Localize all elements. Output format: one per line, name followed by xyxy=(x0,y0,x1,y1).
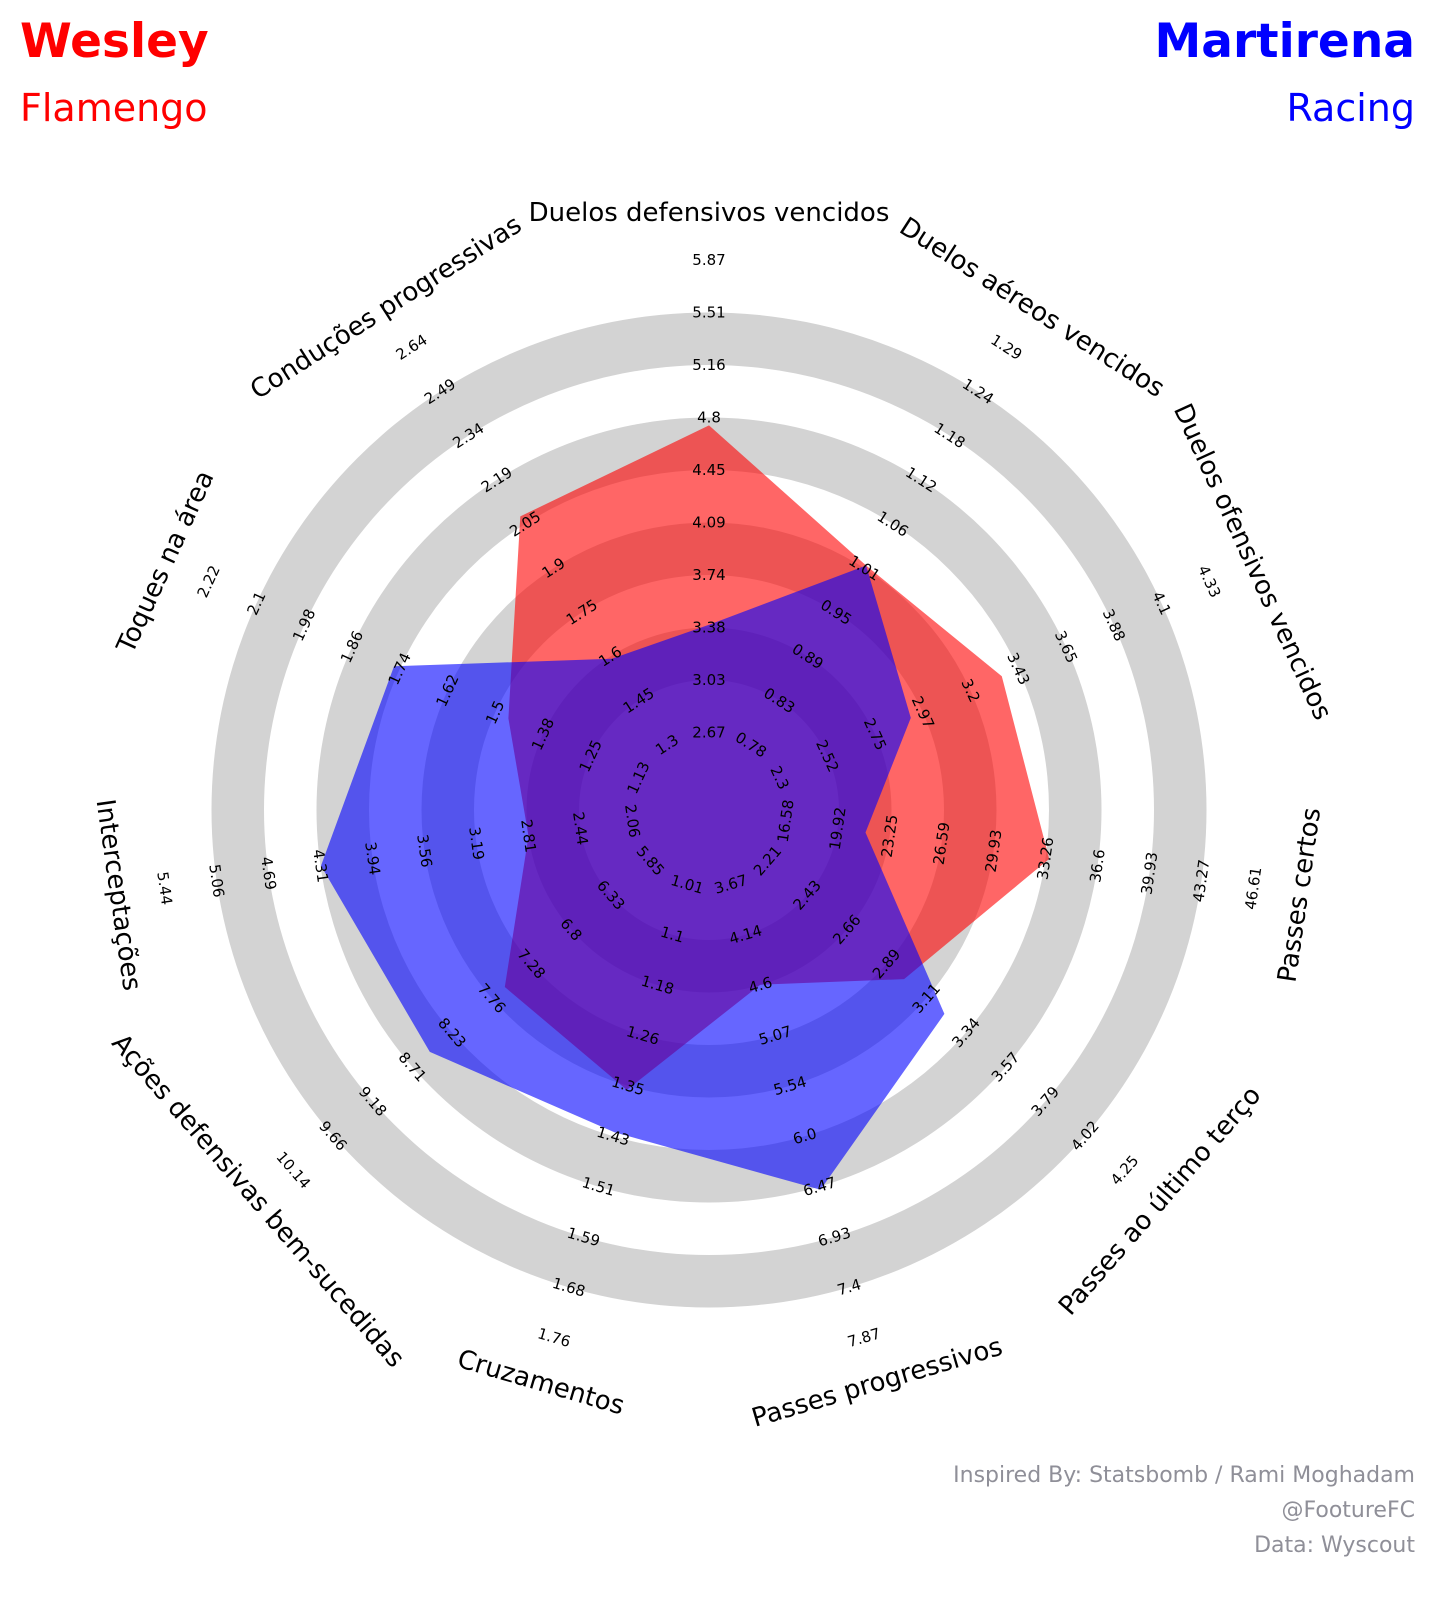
player1-team: Flamengo xyxy=(20,86,208,130)
tick-label: 10.14 xyxy=(272,1148,314,1192)
tick-label: 2.06 xyxy=(621,803,644,839)
tick-label: 19.92 xyxy=(826,806,850,851)
tick-label: 16.58 xyxy=(774,798,798,843)
radar-polygons xyxy=(321,425,1050,1190)
tick-label: 29.93 xyxy=(982,828,1006,873)
tick-label: 5.51 xyxy=(692,304,725,322)
param-label: Ações defensivas bem-sucedidas xyxy=(105,1028,410,1373)
tick-label: 1.29 xyxy=(987,331,1025,364)
tick-label: 4.45 xyxy=(692,461,725,479)
tick-label: 4.6 xyxy=(746,973,774,997)
tick-label: 4.33 xyxy=(1194,563,1224,601)
credit-data-source: Data: Wyscout xyxy=(1254,1533,1415,1558)
tick-label: 3.74 xyxy=(692,566,725,584)
credit-handle: @FootureFC xyxy=(1281,1498,1415,1523)
player1-name: Wesley xyxy=(20,14,209,69)
tick-label: 1.76 xyxy=(535,1324,572,1351)
tick-label: 5.87 xyxy=(692,251,725,269)
tick-label: 33.26 xyxy=(1034,836,1058,881)
tick-label: 23.25 xyxy=(878,813,902,858)
tick-label: 2.44 xyxy=(569,811,592,847)
tick-label: 3.19 xyxy=(465,826,488,862)
tick-label: 7.87 xyxy=(845,1324,882,1351)
tick-label: 5.06 xyxy=(205,863,228,899)
tick-label: 3.56 xyxy=(413,833,436,869)
tick-label: 2.64 xyxy=(393,331,431,364)
tick-label: 2.67 xyxy=(692,724,725,742)
radar-polygon-1 xyxy=(321,565,945,1190)
tick-label: 46.61 xyxy=(1241,866,1265,911)
param-label: Passes progressivos xyxy=(748,1332,1006,1434)
tick-label: 7.4 xyxy=(835,1275,863,1299)
param-label: Interceptações xyxy=(90,797,147,992)
tick-label: 1.1 xyxy=(658,923,686,947)
tick-label: 6.0 xyxy=(791,1124,819,1148)
param-label: Toques na área xyxy=(111,466,220,658)
tick-label: 4.09 xyxy=(692,514,725,532)
param-label: Duelos ofensivos vencidos xyxy=(1167,399,1337,725)
param-label: Passes certos xyxy=(1273,806,1328,984)
tick-label: 4.8 xyxy=(697,409,721,427)
tick-label: 3.94 xyxy=(361,841,384,877)
tick-label: 2.81 xyxy=(517,818,540,854)
tick-label: 4.69 xyxy=(257,855,280,891)
credit-inspiration: Inspired By: Statsbomb / Rami Moghadam xyxy=(953,1463,1415,1488)
tick-label: 3.38 xyxy=(692,619,725,637)
tick-label: 43.27 xyxy=(1189,858,1213,903)
tick-label: 36.6 xyxy=(1086,848,1109,884)
tick-label: 4.31 xyxy=(309,848,332,884)
tick-label: 5.44 xyxy=(153,870,176,906)
param-label: Duelos defensivos vencidos xyxy=(529,198,890,228)
player2-name: Martirena xyxy=(1154,14,1415,69)
tick-label: 4.25 xyxy=(1107,1152,1142,1189)
player2-team: Racing xyxy=(1286,86,1415,130)
tick-label: 3.03 xyxy=(692,671,725,689)
tick-label: 2.22 xyxy=(194,563,224,601)
tick-label: 26.59 xyxy=(930,821,954,866)
param-label: Cruzamentos xyxy=(454,1344,628,1421)
tick-label: 39.93 xyxy=(1138,851,1162,896)
tick-label: 5.16 xyxy=(692,356,725,374)
